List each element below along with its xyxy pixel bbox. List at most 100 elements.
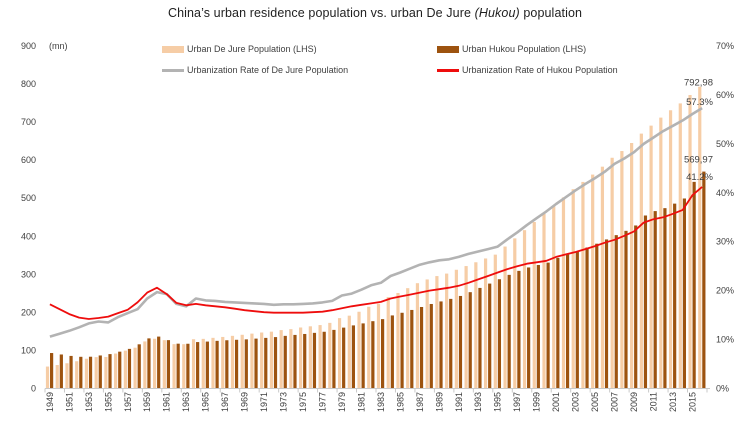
bar-de-jure-1976 bbox=[308, 326, 312, 389]
bar-hukou-2007 bbox=[614, 235, 618, 389]
bar-hukou-1972 bbox=[273, 337, 278, 389]
bar-de-jure-1966 bbox=[211, 337, 215, 389]
left-axis-unit-label: (mn) bbox=[49, 41, 68, 51]
bar-hukou-1971 bbox=[264, 337, 268, 389]
bar-hukou-1966 bbox=[215, 340, 219, 389]
x-axis-label-2015: 2015 bbox=[687, 392, 697, 412]
bar-de-jure-2004 bbox=[581, 181, 585, 389]
x-axis-label-1983: 1983 bbox=[376, 392, 386, 412]
bar-hukou-2012 bbox=[663, 208, 667, 389]
bar-de-jure-2015 bbox=[688, 95, 692, 389]
bar-de-jure-2005 bbox=[591, 174, 595, 389]
bar-de-jure-1993 bbox=[474, 262, 478, 389]
line-de-jure-urbanization-rate bbox=[49, 106, 703, 338]
bar-de-jure-1970 bbox=[250, 333, 254, 389]
y-axis-label-left-100: 100 bbox=[21, 345, 36, 355]
y-axis-label-left-200: 200 bbox=[21, 307, 36, 317]
annotation-569,97: 569,97 bbox=[684, 155, 713, 166]
bar-hukou-1999 bbox=[536, 265, 540, 389]
y-axis-label-right-30: 30% bbox=[716, 237, 734, 247]
y-axis-label-left-800: 800 bbox=[21, 79, 36, 89]
bar-de-jure-1999 bbox=[532, 222, 536, 389]
bar-hukou-1989 bbox=[439, 301, 443, 389]
bar-de-jure-2001 bbox=[552, 205, 556, 389]
bar-de-jure-1969 bbox=[240, 334, 244, 389]
bar-hukou-1975 bbox=[303, 333, 307, 389]
x-axis-label-1961: 1961 bbox=[162, 392, 172, 412]
bar-de-jure-1979 bbox=[337, 318, 342, 389]
bar-hukou-2003 bbox=[575, 251, 579, 389]
y-axis-label-right-10: 10% bbox=[716, 335, 734, 345]
chart-title-italic: (Hukou) bbox=[474, 6, 520, 20]
bar-hukou-1997 bbox=[517, 270, 521, 389]
annotation-57.3pct: 57.3% bbox=[686, 97, 713, 108]
chart-title-pre: China’s urban residence population vs. u… bbox=[167, 6, 475, 20]
bar-hukou-2009 bbox=[634, 225, 638, 389]
bar-de-jure-1961 bbox=[162, 340, 166, 389]
bar-de-jure-1951 bbox=[65, 363, 69, 389]
bar-hukou-1957 bbox=[127, 348, 132, 389]
x-axis-label-1969: 1969 bbox=[240, 392, 250, 412]
y-axis-label-left-600: 600 bbox=[21, 155, 36, 165]
bar-hukou-1978 bbox=[332, 329, 336, 389]
bar-hukou-1950 bbox=[59, 354, 63, 389]
bar-hukou-1988 bbox=[429, 303, 433, 389]
bar-de-jure-1989 bbox=[435, 276, 439, 389]
x-axis-label-1951: 1951 bbox=[64, 392, 74, 412]
bar-hukou-2013 bbox=[673, 203, 677, 389]
x-axis-label-2013: 2013 bbox=[668, 392, 678, 412]
y-axis-label-right-20: 20% bbox=[716, 286, 734, 296]
annotation-792,98: 792,98 bbox=[684, 78, 713, 89]
bar-de-jure-1986 bbox=[406, 288, 410, 389]
y-axis-label-left-900: 900 bbox=[21, 41, 36, 51]
bar-hukou-1986 bbox=[410, 309, 414, 389]
bar-de-jure-1950 bbox=[55, 365, 59, 389]
x-axis-label-2007: 2007 bbox=[610, 392, 620, 412]
x-axis-label-1995: 1995 bbox=[493, 392, 503, 412]
x-axis-label-1967: 1967 bbox=[220, 392, 230, 412]
bar-hukou-2010 bbox=[643, 215, 648, 389]
bar-de-jure-1988 bbox=[425, 279, 429, 389]
bar-hukou-2000 bbox=[546, 262, 550, 389]
bar-de-jure-1955 bbox=[104, 356, 108, 389]
bar-hukou-1970 bbox=[254, 338, 258, 389]
x-axis-label-2001: 2001 bbox=[551, 392, 561, 412]
bar-hukou-1959 bbox=[147, 338, 151, 389]
bar-hukou-1985 bbox=[400, 312, 404, 389]
bar-de-jure-1975 bbox=[299, 327, 303, 389]
bar-de-jure-1965 bbox=[201, 338, 205, 389]
x-axis-label-1955: 1955 bbox=[103, 392, 113, 412]
x-axis-label-1993: 1993 bbox=[473, 392, 483, 412]
bar-de-jure-2011 bbox=[649, 125, 653, 389]
legend-swatch-hukou-line bbox=[437, 68, 459, 72]
legend-item-hukou-population: Urban Hukou Population (LHS) bbox=[437, 43, 586, 55]
bar-hukou-1994 bbox=[488, 283, 492, 389]
x-axis-label-1985: 1985 bbox=[395, 392, 405, 412]
bar-de-jure-1983 bbox=[376, 303, 381, 389]
x-axis-label-1965: 1965 bbox=[201, 392, 211, 412]
legend-label-de-jure-rate: Urbanization Rate of De Jure Population bbox=[187, 65, 349, 75]
legend-item-de-jure-rate: Urbanization Rate of De Jure Population bbox=[162, 64, 348, 76]
bar-de-jure-1995 bbox=[493, 254, 497, 389]
x-axis-label-1997: 1997 bbox=[512, 392, 522, 412]
bar-hukou-1964 bbox=[196, 342, 200, 389]
bar-hukou-1967 bbox=[225, 340, 229, 389]
x-axis-label-1953: 1953 bbox=[84, 392, 94, 412]
bar-hukou-1949 bbox=[50, 353, 54, 389]
bar-de-jure-1997 bbox=[513, 238, 517, 389]
legend-label-hukou-rate: Urbanization Rate of Hukou Population bbox=[462, 65, 618, 75]
bar-de-jure-1949 bbox=[45, 366, 50, 389]
bar-de-jure-2013 bbox=[668, 110, 673, 389]
bar-hukou-1953 bbox=[88, 356, 93, 389]
bar-de-jure-1994 bbox=[483, 258, 488, 389]
bar-de-jure-1956 bbox=[114, 353, 118, 389]
y-axis-label-right-60: 60% bbox=[716, 90, 734, 100]
y-axis-label-left-300: 300 bbox=[21, 269, 36, 279]
bar-hukou-1995 bbox=[497, 279, 502, 389]
legend-swatch-de-jure-bar bbox=[162, 45, 184, 53]
x-axis-label-1989: 1989 bbox=[434, 392, 444, 412]
bar-hukou-1993 bbox=[478, 287, 482, 389]
bar-de-jure-2007 bbox=[610, 157, 614, 389]
